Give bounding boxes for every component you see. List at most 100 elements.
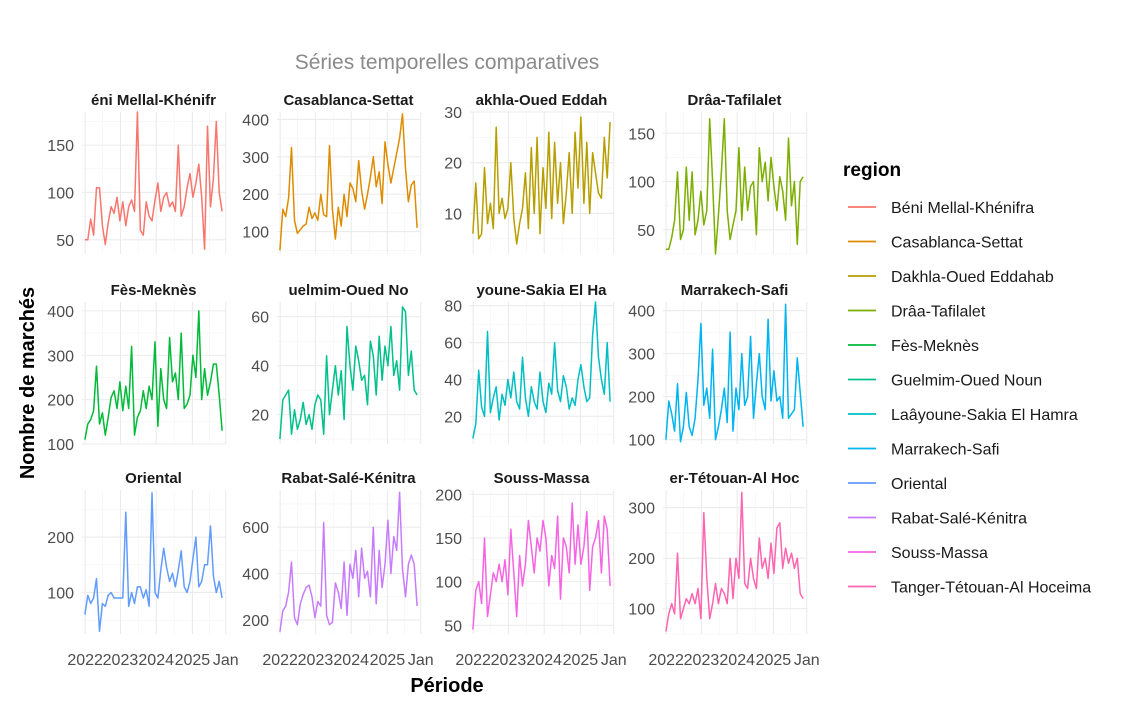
y-tick-label: 20: [444, 156, 462, 173]
x-tick-label: Jan: [213, 652, 239, 669]
y-tick-label: 200: [242, 187, 269, 204]
x-tick-label: 2024: [526, 652, 562, 669]
facet-panels: 50 100 150 éni Mellal-Khénifr 100 200 300 400 Ca…: [47, 92, 819, 669]
facet-9: 100 200 Oriental 2022 2023 2024 2025 Jan: [47, 470, 238, 669]
x-tick-label: 2024: [719, 652, 755, 669]
y-tick-label: 400: [47, 304, 74, 321]
y-tick-label: 200: [628, 390, 655, 407]
facet-strip-label: Casablanca-Settat: [283, 92, 413, 109]
series-line: [665, 118, 804, 255]
facet-3: 10 20 30 akhla-Oued Eddah: [444, 92, 615, 254]
x-tick-label: 2024: [138, 652, 174, 669]
legend-label: Guelmim-Oued Noun: [891, 373, 1042, 390]
series-line: [472, 301, 611, 439]
legend: region Béni Mellal-Khénifra Casablanca-Se…: [843, 160, 1091, 597]
x-tick-label: 2025: [175, 652, 211, 669]
legend-label: Marrakech-Safi: [891, 442, 999, 459]
y-tick-label: 150: [628, 126, 655, 143]
facet-8: 100 200 300 400 Marrakech-Safi: [628, 282, 808, 450]
facet-4: 50 100 150 Drâa-Tafilalet: [628, 92, 808, 255]
y-tick-label: 30: [444, 105, 462, 122]
facet-1: 50 100 150 éni Mellal-Khénifr: [47, 92, 227, 254]
x-tick-label: 2023: [684, 652, 720, 669]
legend-label: Oriental: [891, 476, 947, 493]
legend-item: Laâyoune-Sakia El Hamra: [848, 407, 1078, 424]
facet-strip-label: uelmim-Oued No: [288, 282, 408, 299]
y-tick-label: 200: [435, 487, 462, 504]
legend-label: Casablanca-Settat: [891, 235, 1023, 252]
y-tick-label: 40: [251, 359, 269, 376]
facet-7: 20 40 60 80 youne-Sakia El Ha: [444, 282, 615, 444]
y-tick-label: 150: [47, 138, 74, 155]
facet-strip-label: akhla-Oued Eddah: [476, 92, 608, 109]
y-tick-label: 100: [47, 437, 74, 454]
x-tick-label: 2023: [298, 652, 334, 669]
legend-label: Fès-Meknès: [891, 338, 979, 355]
facet-strip-label: Drâa-Tafilalet: [688, 92, 782, 109]
y-tick-label: 50: [56, 233, 74, 250]
legend-label: Souss-Massa: [891, 545, 988, 562]
series-line: [279, 491, 418, 632]
y-tick-label: 300: [242, 150, 269, 167]
y-tick-label: 10: [444, 206, 462, 223]
y-tick-label: 80: [444, 299, 462, 316]
y-tick-label: 100: [628, 175, 655, 192]
x-tick-label: 2023: [491, 652, 527, 669]
facet-11: 50 100 150 200 Souss-Massa 2022 2023 2024 2025 Ja…: [435, 470, 626, 669]
legend-label: Drâa-Tafilalet: [891, 304, 986, 321]
x-tick-label: 2024: [333, 652, 369, 669]
y-tick-label: 150: [435, 531, 462, 548]
facet-strip-label: youne-Sakia El Ha: [476, 282, 607, 299]
legend-item: Souss-Massa: [848, 545, 988, 562]
series-line: [472, 116, 611, 245]
legend-label: Dakhla-Oued Eddahab: [891, 269, 1054, 286]
y-tick-label: 20: [251, 408, 269, 425]
facet-strip-label: Rabat-Salé-Kénitra: [281, 470, 416, 487]
legend-item: Casablanca-Settat: [848, 235, 1023, 252]
series-line: [84, 310, 223, 440]
series-line: [665, 491, 804, 632]
y-tick-label: 400: [628, 304, 655, 321]
series-line: [84, 111, 223, 251]
facet-5: 100 200 300 400 Fès-Meknès: [47, 282, 227, 454]
series-line: [84, 492, 223, 632]
y-tick-label: 50: [444, 618, 462, 635]
y-tick-label: 200: [47, 530, 74, 547]
x-axis-label: Période: [410, 675, 483, 697]
legend-item: Tanger-Tétouan-Al Hoceima: [848, 580, 1091, 597]
x-tick-label: 2025: [563, 652, 599, 669]
x-tick-label: 2025: [370, 652, 406, 669]
facet-strip-label: Fès-Meknès: [111, 282, 197, 299]
y-tick-label: 50: [637, 223, 655, 240]
x-tick-label: Jan: [601, 652, 627, 669]
x-tick-label: 2023: [103, 652, 139, 669]
facet-strip-label: Souss-Massa: [494, 470, 591, 487]
series-line: [279, 306, 418, 440]
y-tick-label: 100: [242, 225, 269, 242]
facet-10: 200 400 600 Rabat-Salé-Kénitra 2022 2023 2024 2…: [242, 470, 433, 669]
y-tick-label: 200: [242, 613, 269, 630]
facet-strip-label: Marrakech-Safi: [681, 282, 789, 299]
x-tick-label: Jan: [794, 652, 820, 669]
series-line: [279, 113, 418, 251]
y-tick-label: 100: [628, 433, 655, 450]
x-tick-label: 2022: [67, 652, 103, 669]
x-tick-label: 2022: [648, 652, 684, 669]
y-tick-label: 60: [444, 336, 462, 353]
y-tick-label: 400: [242, 567, 269, 584]
legend-item: Drâa-Tafilalet: [848, 304, 986, 321]
legend-item: Marrakech-Safi: [848, 442, 999, 459]
y-tick-label: 100: [47, 185, 74, 202]
y-tick-label: 200: [628, 551, 655, 568]
facet-12: 100 200 300 er-Tétouan-Al Hoc 2022 2023 2024 20…: [628, 470, 819, 669]
y-tick-label: 20: [444, 409, 462, 426]
y-tick-label: 300: [628, 501, 655, 518]
facet-strip-label: éni Mellal-Khénifr: [91, 92, 216, 109]
y-tick-label: 60: [251, 310, 269, 327]
y-tick-label: 300: [47, 348, 74, 365]
legend-label: Tanger-Tétouan-Al Hoceima: [891, 580, 1091, 597]
y-tick-label: 200: [47, 393, 74, 410]
x-tick-label: 2025: [756, 652, 792, 669]
y-tick-label: 600: [242, 520, 269, 537]
facet-2: 100 200 300 400 Casablanca-Settat: [242, 92, 422, 254]
